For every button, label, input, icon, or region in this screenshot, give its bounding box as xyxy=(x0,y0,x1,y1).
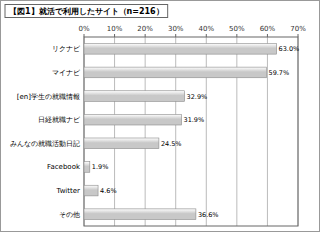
tick-label: 0% xyxy=(78,25,89,33)
data-label: 36.6% xyxy=(198,211,219,219)
data-label: 32.9% xyxy=(187,93,208,101)
category-label: リクナビ xyxy=(52,45,81,53)
tick-label: 30% xyxy=(168,25,184,33)
outer-frame xyxy=(1,1,320,232)
bar xyxy=(84,43,277,54)
bar xyxy=(84,209,196,220)
chart-title: 【図1】就活で利用したサイト（n=216） xyxy=(9,7,164,16)
data-label: 63.0% xyxy=(279,45,300,53)
tick-label: 10% xyxy=(107,25,123,33)
bar xyxy=(84,91,185,102)
category-label: Twitter xyxy=(56,187,81,195)
category-label: Facebook xyxy=(47,163,81,171)
chart-container: 【図1】就活で利用したサイト（n=216） 0% 10% 20% 30% 40% 50% 60… xyxy=(0,0,320,232)
category-label: マイナビ xyxy=(52,69,81,77)
bar xyxy=(84,138,159,149)
category-label: その他 xyxy=(59,211,80,219)
tick-label: 20% xyxy=(137,25,153,33)
title-box xyxy=(5,5,168,18)
category-label: 日経就職ナビ xyxy=(38,116,81,124)
data-label: 4.6% xyxy=(100,187,117,195)
grid-line xyxy=(114,37,115,226)
tick-label: 40% xyxy=(199,25,215,33)
bar xyxy=(84,114,182,125)
data-label: 24.5% xyxy=(161,140,182,148)
grid-line xyxy=(236,37,237,226)
grid-line xyxy=(175,37,176,226)
grid-line xyxy=(267,37,268,226)
chart-svg: 【図1】就活で利用したサイト（n=216） 0% 10% 20% 30% 40% 50% 60… xyxy=(0,0,320,232)
category-label: みんなの就職活動日記 xyxy=(10,140,80,148)
data-label: 31.9% xyxy=(184,116,205,124)
data-label: 59.7% xyxy=(269,69,290,77)
bar xyxy=(84,185,98,196)
grid-line xyxy=(145,37,146,226)
bar xyxy=(84,67,267,78)
data-label: 1.9% xyxy=(92,163,109,171)
tick-label: 50% xyxy=(229,25,245,33)
tick-label: 60% xyxy=(260,25,276,33)
bar xyxy=(84,162,90,173)
grid-line xyxy=(206,37,207,226)
plot-area xyxy=(84,37,298,226)
tick-label: 70% xyxy=(290,25,306,33)
category-label: [en]学生の就職情報 xyxy=(17,93,80,101)
bars xyxy=(84,43,277,219)
plot-frame xyxy=(84,37,298,226)
